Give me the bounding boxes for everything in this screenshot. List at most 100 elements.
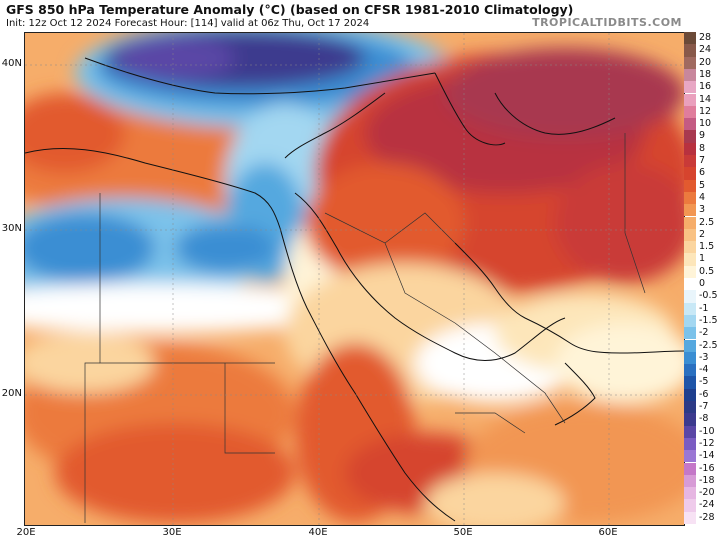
legend-label: -18: [699, 474, 715, 486]
legend-entry: 2: [684, 228, 720, 242]
legend-swatch: [684, 105, 696, 119]
coastlines: [25, 57, 684, 522]
legend-label: 24: [699, 44, 712, 56]
legend-swatch: [684, 155, 696, 168]
legend-label: -8: [699, 413, 709, 425]
legend-entry: -0.5: [684, 290, 720, 303]
legend-entry: 1: [684, 253, 720, 266]
legend-entry: 14: [684, 93, 720, 106]
legend-label: -1.5: [699, 314, 718, 326]
legend-label: 1.5: [699, 241, 715, 253]
legend-label: 4: [699, 191, 706, 203]
legend-swatch: [684, 56, 696, 69]
legend-swatch: [684, 388, 696, 401]
legend-entry: -7: [684, 401, 720, 414]
legend-label: 0: [699, 278, 706, 289]
legend-swatch: [684, 130, 696, 143]
legend-swatch: [684, 265, 696, 278]
legend-entry: 12: [684, 105, 720, 119]
map-title: GFS 850 hPa Temperature Anomaly (°C) (ba…: [6, 2, 574, 17]
legend-swatch: [684, 204, 696, 217]
legend-entry: -2: [684, 327, 720, 340]
legend-entry: 8: [684, 142, 720, 155]
anomaly-map: [24, 32, 685, 526]
legend-swatch: [684, 241, 696, 254]
lat-label-20n: 20N: [1, 388, 22, 399]
legend-swatch: [684, 68, 696, 82]
legend-label: 14: [699, 93, 712, 105]
legend-label: 2: [699, 228, 706, 240]
legend-swatch: [684, 167, 696, 180]
legend-swatch: [684, 376, 696, 389]
legend-swatch: [684, 278, 696, 291]
legend-label: -3: [699, 351, 709, 363]
anomaly-map-svg: [25, 33, 684, 525]
legend-label: -28: [699, 511, 715, 523]
legend-label: 1: [699, 253, 706, 265]
legend-label: -7: [699, 401, 709, 412]
lat-label-30n: 30N: [1, 223, 22, 234]
legend-swatch: [684, 413, 696, 426]
legend-label: 0.5: [699, 265, 715, 277]
legend-label: 5: [699, 179, 706, 191]
lon-label-30e: 30E: [162, 527, 182, 538]
legend-entry: -24: [684, 499, 720, 512]
legend-label: -20: [699, 487, 715, 499]
legend-entry: -20: [684, 487, 720, 500]
legend-entry: -16: [684, 462, 720, 475]
legend-swatch: [684, 228, 696, 242]
legend-entry: 20: [684, 56, 720, 69]
legend-entry: 3: [684, 204, 720, 217]
country-borders: [84, 133, 646, 523]
legend-label: 3: [699, 204, 706, 216]
legend-label: -6: [699, 388, 709, 400]
legend-entry: 28: [684, 32, 720, 45]
legend-label: -1: [699, 302, 709, 314]
legend-swatch: [684, 314, 696, 328]
legend-entry: -1: [684, 302, 720, 315]
legend-label: -0.5: [699, 290, 718, 302]
legend-swatch: [684, 327, 696, 340]
legend-entry: 0.5: [684, 265, 720, 278]
lat-label-40n: 40N: [1, 58, 22, 69]
legend-label: -24: [699, 499, 715, 511]
legend-swatch: [684, 474, 696, 488]
lon-label-20e: 20E: [16, 527, 36, 538]
legend-label: 8: [699, 142, 706, 154]
legend-entry: -18: [684, 474, 720, 488]
legend-label: -12: [699, 437, 715, 449]
legend-swatch: [684, 216, 696, 229]
legend-entry: 16: [684, 81, 720, 94]
legend-swatch: [684, 364, 696, 377]
legend-entry: -10: [684, 425, 720, 438]
legend-swatch: [684, 351, 696, 365]
legend-swatch: [684, 290, 696, 303]
legend-swatch: [684, 450, 696, 463]
legend-label: -2: [699, 327, 709, 339]
lon-label-60e: 60E: [598, 527, 618, 538]
legend-swatch: [684, 93, 696, 106]
map-subtitle: Init: 12z Oct 12 2024 Forecast Hour: [11…: [6, 18, 370, 29]
color-legend: 28 24 20 18 16 14 12 10 9 8 7 6 5 4 3 2.5 2 1.5 1 0.5 0 -0.5-…: [684, 32, 720, 524]
legend-entry: 18: [684, 68, 720, 82]
legend-entry: -4: [684, 364, 720, 377]
anomaly-shading: [25, 33, 684, 525]
legend-entry: -1.5: [684, 314, 720, 328]
legend-entry: -28: [684, 511, 720, 524]
legend-swatch: [684, 437, 696, 451]
legend-entry: -12: [684, 437, 720, 451]
legend-swatch: [684, 142, 696, 155]
legend-entry: -6: [684, 388, 720, 401]
legend-swatch: [684, 118, 696, 131]
legend-label: 10: [699, 118, 712, 130]
legend-swatch: [684, 302, 696, 315]
legend-swatch: [684, 191, 696, 205]
legend-swatch: [684, 511, 696, 524]
legend-swatch: [684, 499, 696, 512]
legend-swatch: [684, 462, 696, 475]
legend-swatch: [684, 44, 696, 57]
legend-swatch: [684, 32, 696, 45]
legend-label: -2.5: [699, 339, 718, 351]
legend-label: 18: [699, 68, 712, 80]
legend-swatch: [684, 401, 696, 414]
